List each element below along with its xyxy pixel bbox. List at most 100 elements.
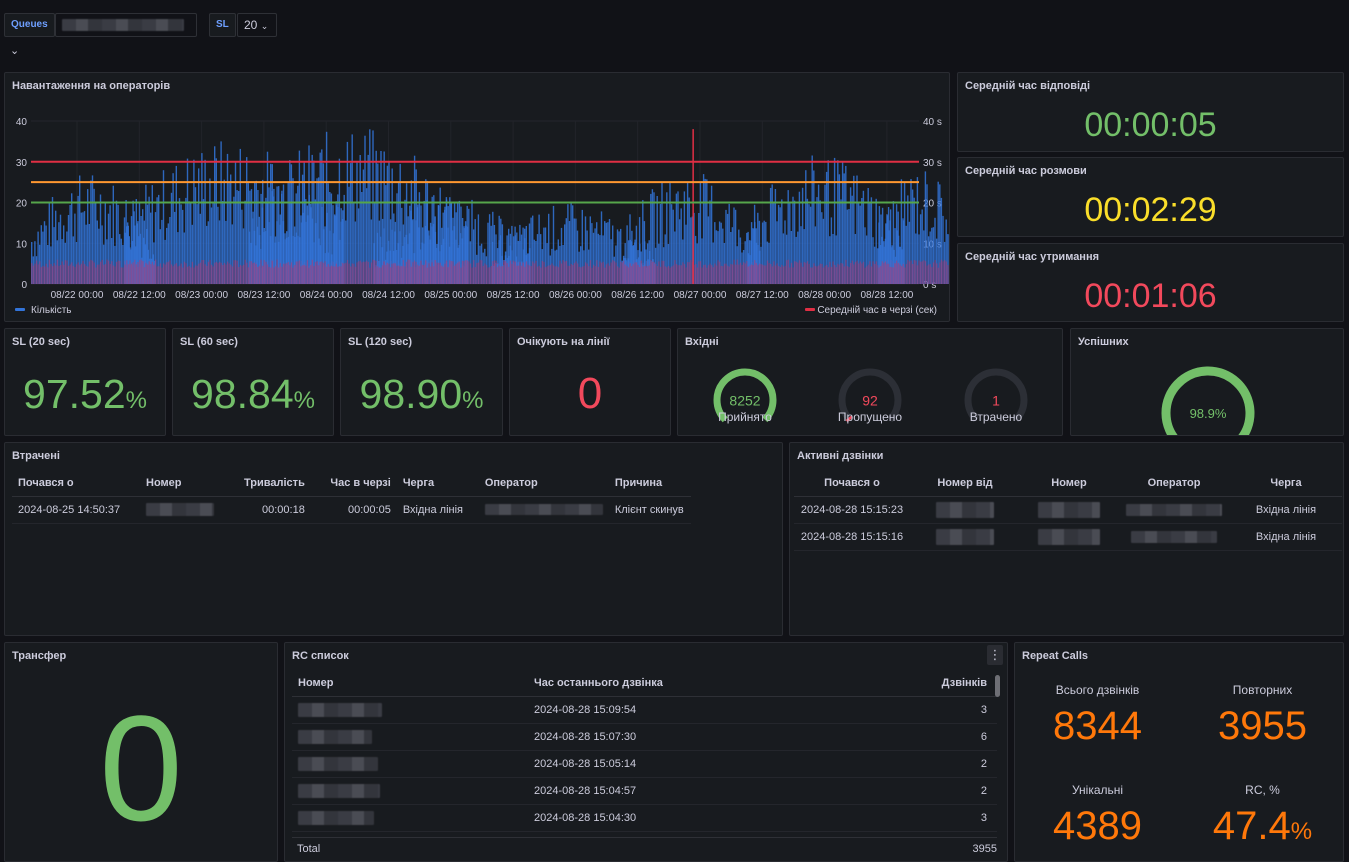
column-header[interactable]: Тривалість	[238, 470, 311, 497]
wait-bar	[651, 261, 654, 284]
column-header[interactable]: Номер від	[910, 470, 1020, 497]
count-bar	[408, 233, 411, 284]
count-bar	[253, 230, 256, 284]
count-bar	[927, 236, 930, 284]
count-bar	[424, 225, 427, 284]
repeat-calls-panel: Repeat Calls Всього дзвінків 8344 Повтор…	[1014, 642, 1344, 862]
wait-bar	[928, 264, 930, 284]
wait-bar	[68, 265, 70, 284]
legend-wait-swatch	[805, 308, 815, 311]
count-bar	[580, 246, 582, 284]
wait-bar	[377, 266, 379, 284]
wait-bar	[465, 260, 467, 284]
wait-bar	[699, 261, 702, 284]
wait-bar	[543, 261, 545, 284]
wait-bar	[802, 266, 804, 284]
wait-bar	[195, 265, 197, 284]
column-header[interactable]: Почався о	[12, 470, 140, 497]
column-header[interactable]: Час в черзі	[310, 470, 397, 497]
count-bar	[714, 222, 716, 284]
wait-bar	[557, 267, 559, 284]
count-bar	[263, 231, 265, 284]
wait-bar	[736, 259, 738, 284]
column-header[interactable]: Номер	[1020, 470, 1118, 497]
column-header[interactable]: Оператор	[1118, 470, 1230, 497]
kebab-menu-icon[interactable]: ⋮	[987, 645, 1003, 665]
wait-bar	[688, 262, 690, 284]
wait-bar	[359, 260, 361, 284]
count-bar	[429, 239, 432, 284]
count-bar	[367, 154, 369, 284]
count-bar	[670, 204, 673, 284]
lost-number-cell	[140, 496, 238, 524]
count-bar	[779, 207, 781, 284]
active-queue-cell: Вхідна лінія	[1230, 523, 1342, 551]
count-bar	[817, 184, 820, 284]
column-header[interactable]: Номер	[292, 670, 528, 697]
column-header[interactable]: Почався о	[794, 470, 910, 497]
column-header[interactable]: Причина	[608, 470, 691, 497]
wait-bar	[74, 267, 76, 284]
count-bar	[119, 234, 121, 284]
wait-bar	[583, 266, 585, 284]
table-scrollbar[interactable]	[995, 675, 1000, 697]
column-header[interactable]: Дзвінків	[764, 670, 997, 697]
wait-bar	[707, 265, 710, 284]
wait-bar	[500, 266, 502, 284]
count-bar	[797, 231, 799, 284]
count-bar	[313, 160, 315, 284]
count-bar	[370, 219, 373, 284]
wait-bar	[888, 263, 890, 284]
count-bar	[198, 168, 200, 284]
wait-bar	[66, 260, 68, 284]
column-header[interactable]: Час останнього дзвінка	[528, 670, 764, 697]
wait-bar	[806, 261, 809, 284]
wait-bar	[222, 265, 224, 284]
wait-bar	[813, 263, 815, 284]
wait-bar	[811, 267, 813, 284]
count-bar	[244, 200, 246, 284]
count-bar	[945, 219, 947, 284]
queues-variable-select[interactable]	[55, 13, 197, 37]
panel-title: Навантаження на операторів	[12, 80, 171, 92]
column-header[interactable]: Черга	[396, 470, 479, 497]
count-bar	[830, 217, 833, 284]
gauge-fill	[713, 368, 777, 423]
count-bar	[646, 243, 649, 284]
count-bar	[239, 148, 241, 284]
wait-bar	[172, 266, 174, 284]
table-row: 2024-08-28 15:04:30 3	[292, 804, 997, 832]
count-bar	[449, 197, 451, 284]
wait-bar	[284, 263, 286, 284]
count-bar	[857, 203, 860, 284]
wait-bar	[466, 260, 468, 284]
wait-bar	[180, 263, 182, 284]
count-bar	[466, 205, 468, 284]
count-bar	[913, 197, 915, 284]
avg-talk-panel: Середній час розмови 00:02:29	[957, 157, 1344, 237]
wait-bar	[391, 263, 393, 284]
column-header[interactable]: Номер	[140, 470, 238, 497]
count-bar	[426, 200, 428, 284]
count-bar	[69, 205, 71, 284]
wait-bar	[332, 266, 334, 284]
column-header[interactable]: Черга	[1230, 470, 1342, 497]
wait-bar	[364, 261, 366, 284]
count-bar	[848, 209, 850, 284]
wait-bar	[755, 262, 757, 284]
incoming-panel: Вхідні 8252 92 1 Прийнято Пропущено Втраче…	[677, 328, 1063, 436]
count-bar	[362, 169, 365, 284]
count-bar	[111, 238, 113, 284]
wait-bar	[143, 267, 145, 284]
chevron-down-icon[interactable]: ⌄	[10, 45, 20, 57]
count-bar	[233, 196, 235, 284]
count-bar	[98, 228, 100, 284]
wait-bar	[72, 265, 74, 284]
count-bar	[824, 184, 826, 284]
sl-variable-select[interactable]: 20 ⌄	[237, 13, 277, 37]
wait-bar	[749, 265, 751, 284]
wait-bar	[166, 262, 168, 284]
count-bar	[776, 221, 778, 284]
wait-bar	[621, 262, 623, 284]
column-header[interactable]: Оператор	[478, 470, 609, 497]
